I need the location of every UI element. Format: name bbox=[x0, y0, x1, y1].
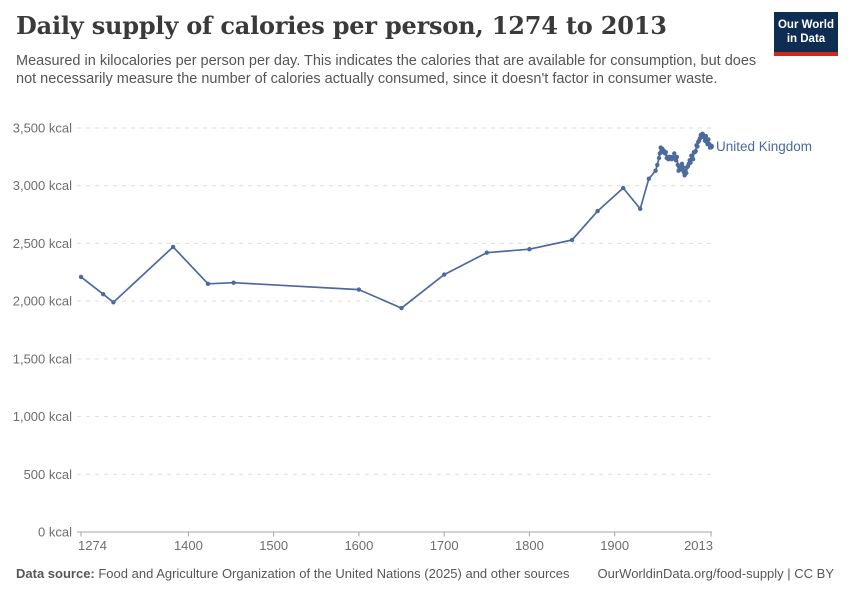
line-chart[interactable]: 0 kcal 500 kcal 1,000 kcal 1,500 kcal 2,000 … bbox=[0, 115, 850, 575]
chart-subtitle: Measured in kilocalories per person per … bbox=[16, 53, 757, 88]
data-point-marker[interactable] bbox=[693, 148, 698, 154]
x-axis-tick-label: 1700 bbox=[430, 538, 459, 553]
data-point-marker[interactable] bbox=[646, 176, 651, 181]
series-line[interactable] bbox=[80, 132, 712, 309]
data-source-label: Data source: bbox=[16, 566, 95, 581]
data-point-marker[interactable] bbox=[527, 247, 532, 252]
y-axis-tick-label: 500 kcal bbox=[24, 467, 73, 482]
logo-line2: in Data bbox=[786, 32, 826, 45]
data-source-text: Food and Agriculture Organization of the… bbox=[94, 566, 570, 581]
y-axis-tick-label: 0 kcal bbox=[38, 525, 72, 540]
data-point-marker[interactable] bbox=[674, 154, 680, 160]
data-point-marker[interactable] bbox=[356, 287, 362, 292]
data-point-marker[interactable] bbox=[569, 237, 575, 243]
data-point-marker[interactable] bbox=[205, 281, 211, 286]
x-axis-tick-label: 1800 bbox=[515, 538, 544, 553]
data-point-marker[interactable] bbox=[656, 155, 662, 161]
y-axis-tick-label: 2,000 kcal bbox=[13, 294, 72, 309]
data-point-marker[interactable] bbox=[638, 206, 643, 211]
page-title: Daily supply of calories per person, 127… bbox=[16, 11, 667, 40]
data-point-marker[interactable] bbox=[399, 305, 404, 311]
data-point-marker[interactable] bbox=[690, 157, 696, 162]
x-axis-tick-label: 1600 bbox=[344, 538, 373, 553]
data-point-marker[interactable] bbox=[111, 300, 116, 305]
data-point-marker[interactable] bbox=[703, 133, 709, 139]
data-point-marker[interactable] bbox=[101, 292, 106, 297]
data-point-marker[interactable] bbox=[231, 280, 236, 285]
y-axis-tick-label: 1,500 kcal bbox=[13, 351, 72, 366]
x-axis-tick-label: 1400 bbox=[174, 538, 203, 553]
credit-link[interactable]: OurWorldinData.org/food-supply | CC BY bbox=[597, 566, 834, 581]
data-point-marker[interactable] bbox=[673, 158, 679, 163]
x-axis-tick-label: 1274 bbox=[78, 538, 107, 553]
data-point-marker[interactable] bbox=[663, 150, 668, 155]
data-point-marker[interactable] bbox=[706, 137, 711, 142]
data-point-marker[interactable] bbox=[708, 143, 714, 150]
data-point-marker[interactable] bbox=[684, 170, 689, 176]
footer: Data source: Food and Agriculture Organi… bbox=[16, 566, 834, 581]
x-axis-tick-label: 1500 bbox=[259, 538, 288, 553]
logo-line1: Our World bbox=[777, 19, 834, 31]
x-axis-tick-label: 2013 bbox=[684, 538, 713, 553]
data-point-marker[interactable] bbox=[672, 151, 677, 156]
y-axis-tick-label: 2,500 kcal bbox=[13, 236, 72, 251]
y-axis-tick-label: 3,500 kcal bbox=[13, 121, 72, 136]
data-point-marker[interactable] bbox=[78, 274, 84, 280]
data-point-marker[interactable] bbox=[695, 144, 700, 149]
data-point-marker[interactable] bbox=[655, 162, 660, 168]
series-label[interactable]: United Kingdom bbox=[716, 139, 812, 154]
data-source-note: Data source: Food and Agriculture Organi… bbox=[16, 566, 570, 581]
data-point-marker[interactable] bbox=[679, 161, 685, 166]
data-point-marker[interactable] bbox=[653, 168, 658, 173]
y-axis-tick-label: 3,000 kcal bbox=[13, 178, 72, 193]
data-point-marker[interactable] bbox=[688, 160, 693, 165]
y-axis-tick-label: 1,000 kcal bbox=[13, 409, 72, 424]
x-axis-tick-label: 1900 bbox=[600, 538, 629, 553]
data-point-marker[interactable] bbox=[621, 185, 626, 191]
data-point-marker[interactable] bbox=[484, 250, 489, 255]
owid-logo[interactable]: Our World in Data bbox=[774, 12, 838, 57]
data-point-marker[interactable] bbox=[595, 208, 600, 214]
data-point-marker[interactable] bbox=[170, 244, 176, 250]
data-point-marker[interactable] bbox=[680, 165, 686, 170]
data-point-marker[interactable] bbox=[442, 272, 447, 277]
